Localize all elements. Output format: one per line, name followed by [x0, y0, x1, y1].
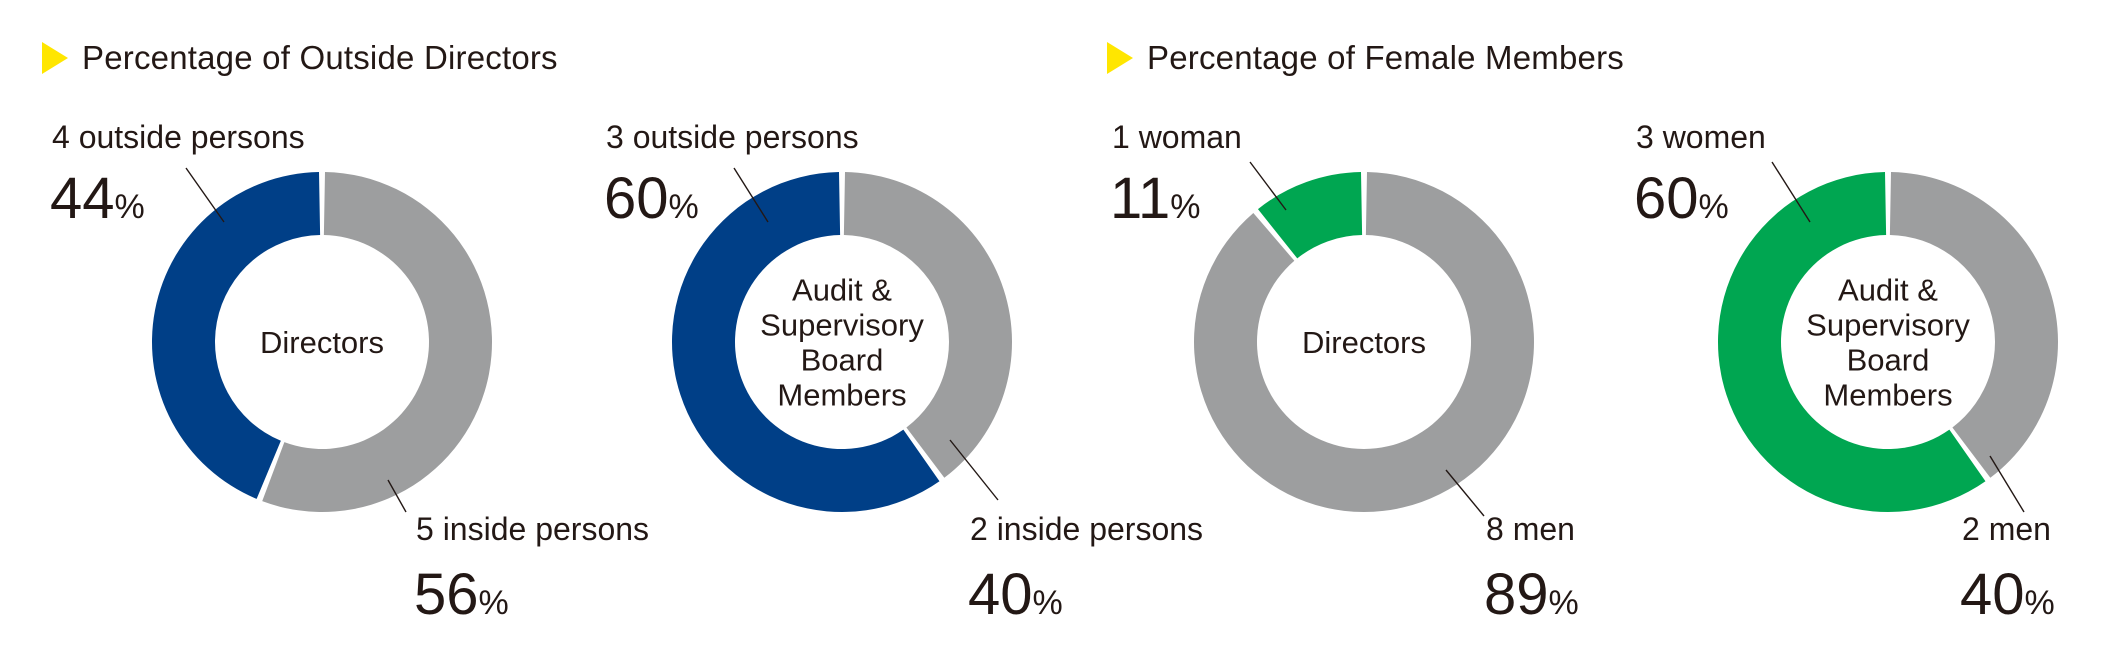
slice-category-label: 5 inside persons — [416, 511, 649, 547]
leader-line — [1445, 469, 1485, 517]
donut-slice — [672, 172, 940, 512]
donut-center-label: Supervisory — [1806, 308, 1970, 343]
donut-slice — [1194, 172, 1534, 512]
triangle-marker-icon — [42, 42, 68, 74]
slice-percent-label: 60% — [604, 166, 699, 231]
slice-category-label: 8 men — [1486, 511, 1575, 547]
donut-center-label: Directors — [260, 325, 384, 360]
leader-line — [185, 167, 225, 223]
slice-percent-label: 60% — [1634, 166, 1729, 231]
slice-category-label: 2 men — [1962, 511, 2051, 547]
triangle-marker-icon — [1107, 42, 1133, 74]
slice-category-label: 4 outside persons — [52, 119, 305, 155]
slice-percent-label: 56% — [414, 562, 509, 627]
leader-line — [949, 439, 999, 501]
leader-line — [1249, 161, 1287, 211]
slice-percent-label: 44% — [50, 166, 145, 231]
donut-slice — [1718, 172, 1986, 512]
slice-category-label: 1 woman — [1112, 119, 1242, 155]
donut-slice — [262, 172, 492, 512]
donut-slice — [1889, 172, 2058, 478]
donut-slice — [1257, 172, 1363, 259]
leader-line — [1771, 161, 1811, 223]
section-title: Percentage of Outside Directors — [82, 39, 558, 76]
donut-center-label: Members — [1823, 378, 1952, 413]
donut-center-label: Audit & — [1838, 273, 1938, 308]
slice-category-label: 3 outside persons — [606, 119, 859, 155]
donut-center-label: Directors — [1302, 325, 1426, 360]
leader-line — [387, 479, 407, 513]
donut-center-label: Members — [777, 378, 906, 413]
section-header-female-members: Percentage of Female Members — [1107, 38, 1624, 78]
slice-percent-label: 40% — [968, 562, 1063, 627]
slice-percent-label: 40% — [1960, 562, 2055, 627]
section-header-outside-directors: Percentage of Outside Directors — [42, 38, 558, 78]
donut-center-label: Audit & — [792, 273, 892, 308]
donut-center-label: Board — [801, 343, 884, 378]
leader-line — [1989, 455, 2025, 513]
donut-slice — [152, 172, 321, 499]
donut-center-label: Supervisory — [760, 308, 924, 343]
slice-percent-label: 11% — [1110, 166, 1200, 231]
donut-slice — [843, 172, 1012, 478]
slice-category-label: 3 women — [1636, 119, 1766, 155]
slice-category-label: 2 inside persons — [970, 511, 1203, 547]
leader-line — [733, 167, 769, 223]
donut-center-label: Board — [1847, 343, 1930, 378]
section-title: Percentage of Female Members — [1147, 39, 1624, 76]
slice-percent-label: 89% — [1484, 562, 1579, 627]
